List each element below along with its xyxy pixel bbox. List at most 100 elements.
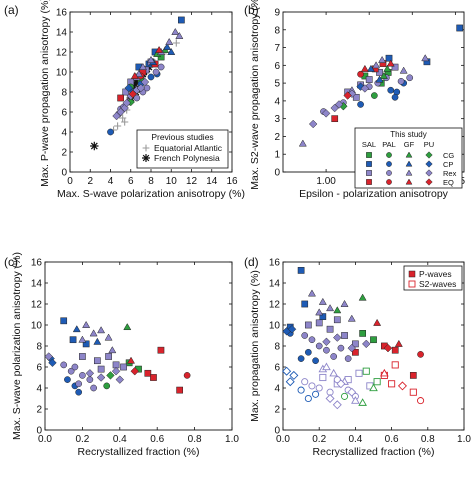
x-tick-label: 0.8 (421, 434, 435, 445)
series-PAL-CP-S2-waves (297, 386, 320, 403)
data-point (315, 384, 323, 392)
series-GF-Rex-S2-waves (318, 362, 360, 404)
data-point (147, 55, 155, 63)
series-PU-CP-S2-waves (282, 366, 299, 387)
x-tick-label: 0.8 (188, 434, 202, 445)
data-point (391, 93, 399, 101)
y-axis-label: Max. S-wave polarization anisotropy (%) (11, 252, 23, 440)
square-icon (366, 179, 372, 185)
x-tick-label: 6 (128, 176, 134, 187)
data-point (358, 398, 367, 406)
data-point (285, 377, 295, 387)
series-PU-Rex (44, 352, 125, 384)
series-PU-Rex (308, 84, 370, 129)
y-tick-label: 14 (56, 28, 68, 39)
data-point (144, 369, 152, 377)
x-tick-label: 0.6 (150, 434, 164, 445)
y-tick-label: 0 (274, 168, 280, 179)
x-tick-label: 0.2 (75, 434, 89, 445)
data-point (315, 308, 324, 316)
data-point (365, 76, 373, 83)
data-point (78, 335, 87, 343)
series-GF-Rex (134, 27, 184, 77)
series-PU-Rex-S2-waves (325, 379, 357, 410)
y-tick-label: 14 (31, 279, 43, 290)
y-axis-label: Max. propagation anisotropy (%) (249, 270, 261, 422)
data-point (352, 93, 360, 101)
data-point (167, 47, 176, 55)
data-point (333, 306, 342, 314)
data-point (134, 69, 143, 77)
data-point (308, 119, 318, 129)
y-tick-label: 0 (274, 426, 280, 437)
x-tick-label: 4 (108, 176, 114, 187)
data-point (122, 98, 131, 108)
panel-3: 0.0 0.2 0.4 0.6 0.8 1.0 0 2 4 6 8 10 12 14 16 Recrystal… (244, 255, 471, 458)
data-point (157, 346, 165, 354)
data-point (399, 66, 408, 74)
data-point (409, 372, 417, 379)
data-point (301, 378, 309, 386)
diamond-icon (425, 151, 433, 159)
triangle-icon (405, 169, 413, 176)
data-point (97, 365, 105, 373)
diamond-icon (425, 169, 433, 177)
data-point (147, 73, 155, 81)
data-point (372, 61, 381, 69)
series-PAL-EQ (183, 372, 191, 379)
data-point (130, 79, 139, 89)
data-point (124, 83, 133, 93)
series-PU-EQ-S2-waves (397, 381, 407, 391)
series-PAL-EQ (357, 70, 364, 78)
legend-box (136, 129, 229, 169)
data-point (304, 321, 312, 329)
data-point (383, 64, 392, 72)
x-tick-label: 0 (67, 176, 73, 187)
data-point (175, 31, 184, 39)
y-axis-label: Max. S2-wave propagation anisotropy (%) (249, 0, 261, 190)
y-tick-label: 9 (274, 8, 280, 19)
data-point (332, 400, 342, 410)
y-tick-label: 12 (269, 300, 281, 311)
data-point (304, 394, 312, 403)
data-point (319, 373, 327, 382)
data-point (312, 390, 320, 398)
series-SAL-EQ (144, 346, 183, 394)
data-point (113, 122, 122, 130)
data-point (386, 59, 395, 67)
x-tick-label: 10 (166, 176, 178, 187)
data-point (387, 86, 395, 94)
legend-label: Equatorial Atlantic (154, 143, 223, 153)
data-point (344, 355, 352, 362)
data-point (358, 293, 367, 301)
y-tick-label: 10 (269, 321, 281, 332)
y-tick-label: 10 (56, 68, 68, 79)
data-point (373, 318, 382, 326)
data-point (90, 384, 97, 392)
x-tick-label: 0.0 (276, 434, 290, 445)
data-point (329, 368, 339, 377)
legend-title: This study (390, 130, 426, 139)
data-point (391, 346, 399, 354)
series-GF-CG (123, 323, 132, 331)
series-SAL-CP (385, 24, 464, 66)
data-point (44, 352, 53, 361)
data-point (333, 333, 342, 342)
data-point (343, 91, 352, 100)
series-GF-CG (379, 64, 392, 79)
data-point (157, 63, 165, 71)
series-PAL-EQ-P-waves (417, 351, 424, 358)
data-point (369, 383, 378, 392)
y-tick-label: 16 (31, 258, 43, 269)
data-point (362, 367, 370, 375)
y-tick-label: 0 (36, 426, 42, 437)
star-icon (142, 154, 150, 162)
data-point (111, 366, 121, 376)
series-SAL-Rex-P-waves (304, 316, 359, 348)
square-icon (366, 170, 372, 176)
y-tick-label: 6 (274, 61, 280, 72)
square-icon (366, 152, 372, 158)
data-point (69, 336, 77, 344)
data-point (322, 362, 331, 371)
data-point (106, 371, 115, 380)
